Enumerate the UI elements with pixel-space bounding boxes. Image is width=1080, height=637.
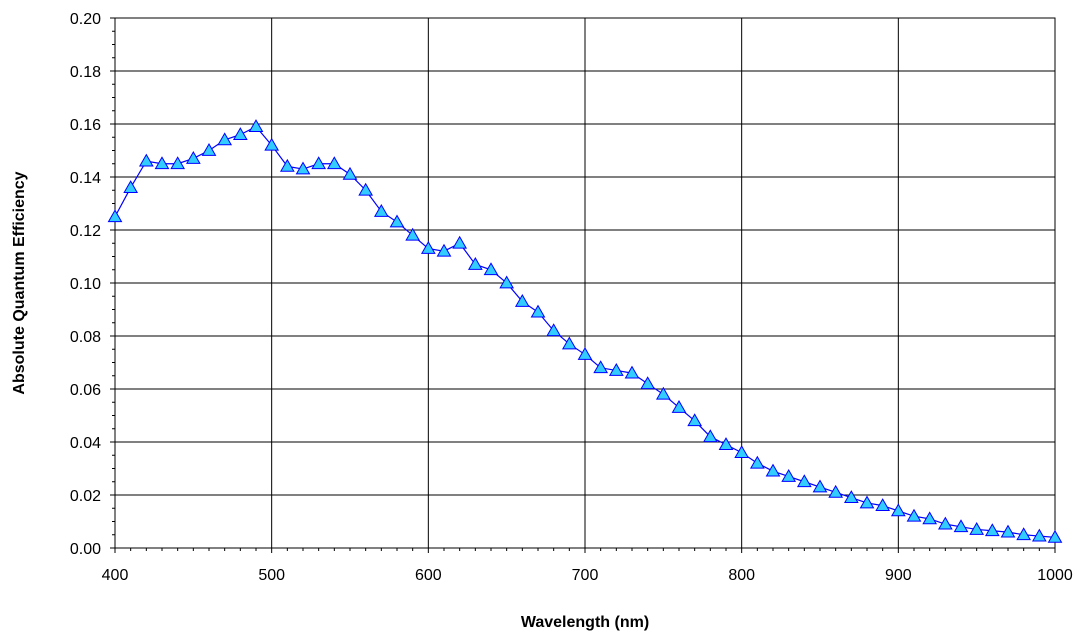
- data-point-marker: [420, 241, 436, 254]
- data-point-marker: [217, 132, 233, 146]
- y-tick-label: 0.08: [70, 329, 101, 346]
- data-point-marker: [436, 243, 452, 257]
- data-point-marker: [937, 516, 953, 530]
- data-point-marker: [859, 495, 875, 509]
- data-point-marker: [123, 180, 139, 193]
- gridlines: [114, 17, 1056, 549]
- data-point-marker: [702, 429, 718, 443]
- data-point-marker: [311, 156, 327, 170]
- data-point-marker: [138, 153, 154, 167]
- y-tick-label: 0.12: [70, 223, 101, 240]
- data-point-marker: [264, 137, 280, 151]
- data-point-marker: [593, 360, 609, 374]
- data-point-marker: [1031, 528, 1047, 542]
- data-point-marker: [687, 413, 703, 427]
- data-point-marker: [248, 119, 264, 133]
- data-point-marker: [749, 455, 765, 469]
- y-tick-label: 0.02: [70, 488, 101, 505]
- y-tick-label: 0.10: [70, 276, 101, 293]
- y-tick-label: 0.00: [70, 541, 101, 558]
- data-point-marker: [718, 437, 734, 451]
- data-point-marker: [1016, 527, 1032, 541]
- data-point-marker: [781, 468, 797, 482]
- data-point-marker: [640, 376, 656, 390]
- data-point-marker: [671, 400, 687, 413]
- data-point-marker: [828, 484, 844, 498]
- x-tick-label: 1000: [1037, 567, 1073, 584]
- data-point-marker: [358, 182, 374, 196]
- data-point-marker: [185, 150, 201, 164]
- axis-ticks: [110, 17, 1056, 553]
- y-tick-label: 0.14: [70, 170, 101, 187]
- data-point-marker: [279, 158, 295, 172]
- data-point-marker: [154, 156, 170, 170]
- data-point-marker: [765, 463, 781, 477]
- y-tick-labels: 0.00 0.02 0.04 0.06 0.08 0.10 0.12 0.14 0.16 0.18…: [70, 11, 101, 558]
- data-point-marker: [232, 127, 248, 140]
- data-point-marker: [734, 445, 750, 458]
- data-point-marker: [843, 490, 859, 504]
- x-tick-label: 700: [572, 567, 599, 584]
- y-axis-title: Absolute Quantum Efficiency: [11, 171, 28, 394]
- data-point-marker: [906, 508, 922, 522]
- y-tick-label: 0.18: [70, 64, 101, 81]
- data-point-marker: [483, 262, 499, 276]
- data-point-marker: [875, 498, 891, 511]
- x-tick-label: 600: [415, 567, 442, 584]
- x-tick-label: 900: [885, 567, 912, 584]
- data-point-marker: [890, 503, 906, 517]
- data-point-marker: [1047, 529, 1063, 543]
- data-point-marker: [107, 209, 123, 223]
- y-tick-label: 0.04: [70, 435, 101, 452]
- x-tick-label: 500: [258, 567, 285, 584]
- data-point-marker: [953, 519, 969, 533]
- x-tick-label: 800: [728, 567, 755, 584]
- plot-area-frame: [114, 17, 1056, 549]
- data-point-marker: [467, 256, 483, 270]
- data-point-marker: [405, 227, 421, 241]
- data-point-marker: [170, 156, 186, 170]
- data-point-marker: [295, 161, 311, 175]
- x-axis-title: Wavelength (nm): [521, 614, 649, 631]
- y-tick-label: 0.20: [70, 11, 101, 28]
- data-point-marker: [608, 362, 624, 376]
- data-point-marker: [373, 203, 389, 217]
- y-tick-label: 0.06: [70, 382, 101, 399]
- data-point-marker: [969, 521, 985, 535]
- data-point-marker: [342, 166, 358, 180]
- data-point-marker: [1000, 524, 1016, 538]
- data-point-marker: [655, 386, 671, 400]
- x-tick-label: 400: [102, 567, 129, 584]
- data-point-marker: [326, 156, 342, 170]
- data-point-marker: [624, 365, 640, 379]
- data-point-marker: [514, 294, 530, 307]
- data-point-marker: [577, 347, 593, 360]
- data-point-marker: [499, 275, 515, 289]
- data-point-marker: [561, 336, 577, 350]
- y-tick-label: 0.16: [70, 117, 101, 134]
- data-point-marker: [452, 235, 468, 249]
- data-point-marker: [530, 304, 546, 318]
- data-point-marker: [922, 511, 938, 525]
- data-point-marker: [812, 479, 828, 493]
- data-point-marker: [796, 474, 812, 488]
- data-point-marker: [546, 323, 562, 337]
- data-point-marker: [389, 214, 405, 228]
- data-point-marker: [984, 523, 1000, 537]
- x-tick-labels: 400 500 600 700 800 900 1000: [102, 567, 1073, 584]
- data-point-marker: [201, 142, 217, 156]
- series-markers: [107, 119, 1063, 543]
